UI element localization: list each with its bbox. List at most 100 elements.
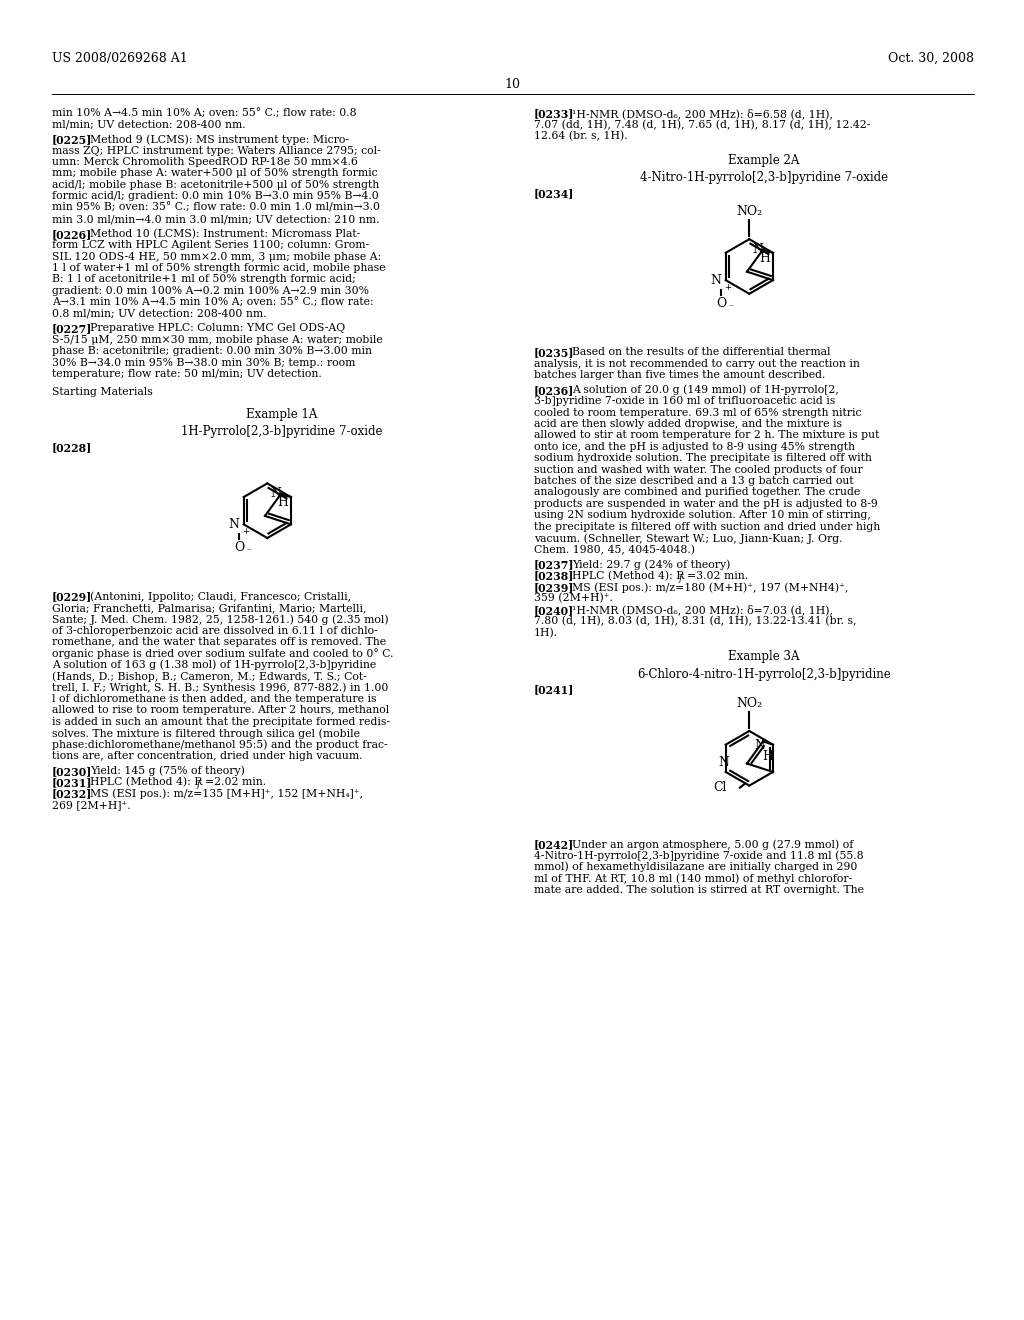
Text: min 10% A→4.5 min 10% A; oven: 55° C.; flow rate: 0.8: min 10% A→4.5 min 10% A; oven: 55° C.; f… [52, 108, 356, 117]
Text: [0241]: [0241] [534, 685, 574, 696]
Text: 269 [2M+H]⁺.: 269 [2M+H]⁺. [52, 800, 131, 810]
Text: romethane, and the water that separates off is removed. The: romethane, and the water that separates … [52, 638, 386, 647]
Text: phase:dichloromethane/methanol 95:5) and the product frac-: phase:dichloromethane/methanol 95:5) and… [52, 739, 388, 750]
Text: N: N [711, 273, 722, 286]
Text: MS (ESI pos.): m/z=180 (M+H)⁺, 197 (M+NH4)⁺,: MS (ESI pos.): m/z=180 (M+H)⁺, 197 (M+NH… [572, 582, 848, 593]
Text: [0236]: [0236] [534, 385, 574, 396]
Text: analysis, it is not recommended to carry out the reaction in: analysis, it is not recommended to carry… [534, 359, 860, 368]
Text: ⁻: ⁻ [247, 548, 251, 556]
Text: Under an argon atmosphere, 5.00 g (27.9 mmol) of: Under an argon atmosphere, 5.00 g (27.9 … [572, 840, 853, 850]
Text: Chem. 1980, 45, 4045-4048.): Chem. 1980, 45, 4045-4048.) [534, 544, 695, 554]
Text: B: 1 l of acetonitrile+1 ml of 50% strength formic acid;: B: 1 l of acetonitrile+1 ml of 50% stren… [52, 275, 355, 284]
Text: mm; mobile phase A: water+500 μl of 50% strength formic: mm; mobile phase A: water+500 μl of 50% … [52, 169, 378, 178]
Text: batches of the size described and a 13 g batch carried out: batches of the size described and a 13 g… [534, 477, 854, 486]
Text: Gloria; Franchetti, Palmarisa; Grifantini, Mario; Martelli,: Gloria; Franchetti, Palmarisa; Grifantin… [52, 603, 367, 612]
Text: NO₂: NO₂ [736, 205, 762, 218]
Text: S-5/15 μM, 250 mm×30 mm, mobile phase A: water; mobile: S-5/15 μM, 250 mm×30 mm, mobile phase A:… [52, 335, 383, 345]
Text: MS (ESI pos.): m/z=135 [M+H]⁺, 152 [M+NH₄]⁺,: MS (ESI pos.): m/z=135 [M+H]⁺, 152 [M+NH… [90, 788, 362, 799]
Text: gradient: 0.0 min 100% A→0.2 min 100% A→2.9 min 30%: gradient: 0.0 min 100% A→0.2 min 100% A→… [52, 286, 369, 296]
Text: mass ZQ; HPLC instrument type: Waters Alliance 2795; col-: mass ZQ; HPLC instrument type: Waters Al… [52, 145, 381, 156]
Text: HPLC (Method 4): R: HPLC (Method 4): R [90, 777, 203, 788]
Text: solves. The mixture is filtered through silica gel (mobile: solves. The mixture is filtered through … [52, 729, 360, 739]
Text: suction and washed with water. The cooled products of four: suction and washed with water. The coole… [534, 465, 863, 475]
Text: Yield: 145 g (75% of theory): Yield: 145 g (75% of theory) [90, 766, 245, 776]
Text: trell, I. F.; Wright, S. H. B.; Synthesis 1996, 877-882.) in 1.00: trell, I. F.; Wright, S. H. B.; Synthesi… [52, 682, 388, 693]
Text: sodium hydroxide solution. The precipitate is filtered off with: sodium hydroxide solution. The precipita… [534, 453, 871, 463]
Text: 30% B→34.0 min 95% B→38.0 min 30% B; temp.: room: 30% B→34.0 min 95% B→38.0 min 30% B; tem… [52, 358, 355, 368]
Text: of 3-chloroperbenzoic acid are dissolved in 6.11 l of dichlo-: of 3-chloroperbenzoic acid are dissolved… [52, 626, 378, 636]
Text: organic phase is dried over sodium sulfate and cooled to 0° C.: organic phase is dried over sodium sulfa… [52, 648, 393, 659]
Text: [0239]: [0239] [534, 582, 574, 593]
Text: [0242]: [0242] [534, 840, 574, 850]
Text: products are suspended in water and the pH is adjusted to 8-9: products are suspended in water and the … [534, 499, 878, 508]
Text: [0230]: [0230] [52, 766, 92, 776]
Text: 7.80 (d, 1H), 8.03 (d, 1H), 8.31 (d, 1H), 13.22-13.41 (br. s,: 7.80 (d, 1H), 8.03 (d, 1H), 8.31 (d, 1H)… [534, 616, 856, 627]
Text: 0.8 ml/min; UV detection: 208-400 nm.: 0.8 ml/min; UV detection: 208-400 nm. [52, 309, 266, 318]
Text: Oct. 30, 2008: Oct. 30, 2008 [888, 51, 974, 65]
Text: [0237]: [0237] [534, 560, 574, 570]
Text: acid are then slowly added dropwise, and the mixture is: acid are then slowly added dropwise, and… [534, 418, 842, 429]
Text: N: N [228, 517, 240, 531]
Text: 7.07 (dd, 1H), 7.48 (d, 1H), 7.65 (d, 1H), 8.17 (d, 1H), 12.42-: 7.07 (dd, 1H), 7.48 (d, 1H), 7.65 (d, 1H… [534, 119, 870, 129]
Text: [0240]: [0240] [534, 605, 574, 616]
Text: Preparative HPLC: Column: YMC Gel ODS-AQ: Preparative HPLC: Column: YMC Gel ODS-AQ [90, 323, 345, 334]
Text: is added in such an amount that the precipitate formed redis-: is added in such an amount that the prec… [52, 717, 390, 727]
Text: N: N [718, 756, 729, 768]
Text: the precipitate is filtered off with suction and dried under high: the precipitate is filtered off with suc… [534, 521, 881, 532]
Text: 1H-Pyrrolo[2,3-b]pyridine 7-oxide: 1H-Pyrrolo[2,3-b]pyridine 7-oxide [181, 425, 383, 438]
Text: phase B: acetonitrile; gradient: 0.00 min 30% B→3.00 min: phase B: acetonitrile; gradient: 0.00 mi… [52, 346, 372, 356]
Text: SIL 120 ODS-4 HE, 50 mm×2.0 mm, 3 μm; mobile phase A:: SIL 120 ODS-4 HE, 50 mm×2.0 mm, 3 μm; mo… [52, 252, 381, 261]
Text: acid/l; mobile phase B: acetonitrile+500 μl of 50% strength: acid/l; mobile phase B: acetonitrile+500… [52, 180, 379, 190]
Text: tions are, after concentration, dried under high vacuum.: tions are, after concentration, dried un… [52, 751, 362, 762]
Text: f: f [679, 574, 682, 582]
Text: 359 (2M+H)⁺.: 359 (2M+H)⁺. [534, 594, 613, 603]
Text: Method 9 (LCMS): MS instrument type: Micro-: Method 9 (LCMS): MS instrument type: Mic… [90, 135, 349, 145]
Text: Method 10 (LCMS): Instrument: Micromass Plat-: Method 10 (LCMS): Instrument: Micromass … [90, 228, 360, 239]
Text: umn: Merck Chromolith SpeedROD RP-18e 50 mm×4.6: umn: Merck Chromolith SpeedROD RP-18e 50… [52, 157, 357, 168]
Text: [0232]: [0232] [52, 788, 92, 800]
Text: 3-b]pyridine 7-oxide in 160 ml of trifluoroacetic acid is: 3-b]pyridine 7-oxide in 160 ml of triflu… [534, 396, 836, 407]
Text: temperature; flow rate: 50 ml/min; UV detection.: temperature; flow rate: 50 ml/min; UV de… [52, 370, 322, 379]
Text: Example 3A: Example 3A [728, 651, 800, 664]
Text: N: N [270, 487, 281, 500]
Text: N: N [753, 243, 763, 256]
Text: Yield: 29.7 g (24% of theory): Yield: 29.7 g (24% of theory) [572, 560, 730, 570]
Text: mate are added. The solution is stirred at RT overnight. The: mate are added. The solution is stirred … [534, 884, 864, 895]
Text: HPLC (Method 4): R: HPLC (Method 4): R [572, 570, 684, 581]
Text: A solution of 20.0 g (149 mmol) of 1H-pyrrolo[2,: A solution of 20.0 g (149 mmol) of 1H-py… [572, 385, 839, 396]
Text: 10: 10 [504, 78, 520, 91]
Text: Based on the results of the differential thermal: Based on the results of the differential… [572, 347, 830, 358]
Text: 6-Chloro-4-nitro-1H-pyrrolo[2,3-b]pyridine: 6-Chloro-4-nitro-1H-pyrrolo[2,3-b]pyridi… [637, 668, 891, 681]
Text: =3.02 min.: =3.02 min. [687, 570, 749, 581]
Text: min 3.0 ml/min→4.0 min 3.0 ml/min; UV detection: 210 nm.: min 3.0 ml/min→4.0 min 3.0 ml/min; UV de… [52, 214, 379, 224]
Text: cooled to room temperature. 69.3 ml of 65% strength nitric: cooled to room temperature. 69.3 ml of 6… [534, 408, 861, 417]
Text: [0225]: [0225] [52, 135, 92, 145]
Text: [0226]: [0226] [52, 228, 92, 240]
Text: +: + [724, 282, 731, 292]
Text: H: H [278, 496, 289, 508]
Text: N: N [755, 739, 765, 752]
Text: O: O [717, 297, 727, 310]
Text: ¹H-NMR (DMSO-d₆, 200 MHz): δ=6.58 (d, 1H),: ¹H-NMR (DMSO-d₆, 200 MHz): δ=6.58 (d, 1H… [572, 108, 833, 119]
Text: (Antonini, Ippolito; Claudi, Francesco; Cristalli,: (Antonini, Ippolito; Claudi, Francesco; … [90, 591, 351, 602]
Text: ml/min; UV detection: 208-400 nm.: ml/min; UV detection: 208-400 nm. [52, 119, 246, 129]
Text: Starting Materials: Starting Materials [52, 387, 153, 397]
Text: 1 l of water+1 ml of 50% strength formic acid, mobile phase: 1 l of water+1 ml of 50% strength formic… [52, 263, 386, 273]
Text: (Hands, D.; Bishop, B.; Cameron, M.; Edwards, T. S.; Cot-: (Hands, D.; Bishop, B.; Cameron, M.; Edw… [52, 671, 367, 681]
Text: l of dichloromethane is then added, and the temperature is: l of dichloromethane is then added, and … [52, 694, 377, 704]
Text: [0233]: [0233] [534, 108, 574, 119]
Text: vacuum. (Schneller, Stewart W.; Luo, Jiann-Kuan; J. Org.: vacuum. (Schneller, Stewart W.; Luo, Jia… [534, 533, 843, 544]
Text: analogously are combined and purified together. The crude: analogously are combined and purified to… [534, 487, 860, 498]
Text: A→3.1 min 10% A→4.5 min 10% A; oven: 55° C.; flow rate:: A→3.1 min 10% A→4.5 min 10% A; oven: 55°… [52, 297, 374, 308]
Text: Cl: Cl [713, 781, 726, 795]
Text: ¹H-NMR (DMSO-d₆, 200 MHz): δ=7.03 (d, 1H),: ¹H-NMR (DMSO-d₆, 200 MHz): δ=7.03 (d, 1H… [572, 605, 833, 615]
Text: 4-Nitro-1H-pyrrolo[2,3-b]pyridine 7-oxide and 11.8 ml (55.8: 4-Nitro-1H-pyrrolo[2,3-b]pyridine 7-oxid… [534, 850, 863, 861]
Text: min 95% B; oven: 35° C.; flow rate: 0.0 min 1.0 ml/min→3.0: min 95% B; oven: 35° C.; flow rate: 0.0 … [52, 203, 380, 213]
Text: [0229]: [0229] [52, 591, 92, 602]
Text: H: H [762, 750, 773, 763]
Text: NO₂: NO₂ [736, 697, 762, 710]
Text: 4-Nitro-1H-pyrrolo[2,3-b]pyridine 7-oxide: 4-Nitro-1H-pyrrolo[2,3-b]pyridine 7-oxid… [640, 170, 888, 183]
Text: formic acid/l; gradient: 0.0 min 10% B→3.0 min 95% B→4.0: formic acid/l; gradient: 0.0 min 10% B→3… [52, 191, 379, 201]
Text: [0235]: [0235] [534, 347, 574, 358]
Text: Example 2A: Example 2A [728, 153, 800, 166]
